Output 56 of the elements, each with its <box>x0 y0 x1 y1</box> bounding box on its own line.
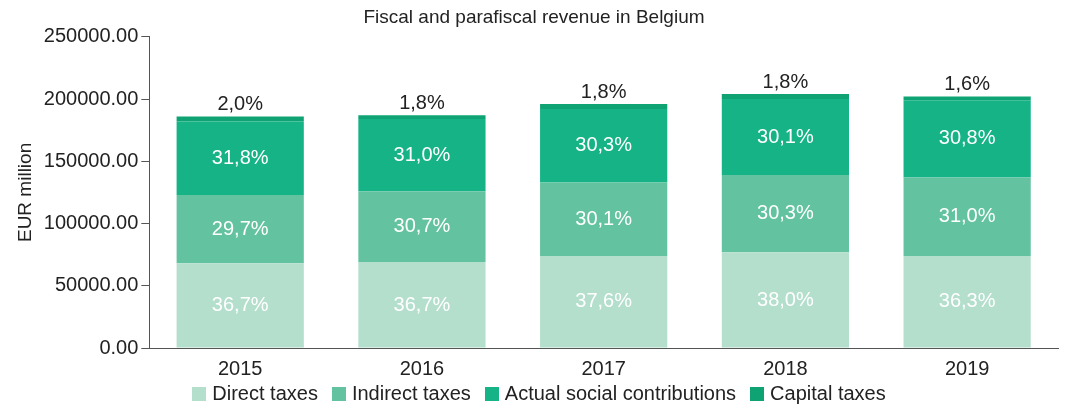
annotation: 36,7% <box>393 292 451 315</box>
legend-label: Direct taxes <box>212 382 318 405</box>
annotation: 30,3% <box>575 133 633 156</box>
y-tick-label: 100000.00 <box>43 211 139 234</box>
annotation: 30,7% <box>393 214 451 237</box>
annotation: 36,7% <box>211 293 269 316</box>
bar <box>358 118 486 192</box>
annotation: 37,6% <box>575 289 633 312</box>
annotation: 1,8% <box>399 90 445 113</box>
annotation: 30,8% <box>938 126 996 149</box>
bar <box>358 191 486 263</box>
bar <box>721 94 850 100</box>
y-tick-label: 0.00 <box>99 335 139 358</box>
annotation: 2,0% <box>217 91 264 114</box>
annotation: 1,8% <box>580 79 627 102</box>
annotation: 29,7% <box>211 216 269 239</box>
bar <box>540 182 668 256</box>
bar <box>176 116 304 122</box>
annotation: 31,0% <box>393 142 451 165</box>
bar <box>903 100 1031 178</box>
x-tick-label: 2015 <box>217 356 263 379</box>
bar <box>176 194 304 264</box>
annotation: 31,8% <box>211 145 269 168</box>
annotation: 1,6% <box>944 72 991 95</box>
bar <box>358 262 486 348</box>
legend-label: Indirect taxes <box>351 382 471 405</box>
x-tick-label: 2017 <box>581 356 626 379</box>
bar <box>176 263 304 348</box>
y-tick-label: 250000.00 <box>43 24 139 47</box>
x-tick-label: 2018 <box>763 356 808 379</box>
legend-label: Actual social contributions <box>504 382 737 405</box>
annotation: 36,3% <box>938 289 996 312</box>
annotation: 1,8% <box>762 69 809 92</box>
x-tick-label: 2016 <box>399 356 445 379</box>
bar <box>903 255 1031 348</box>
bar <box>176 121 304 195</box>
bar <box>721 252 850 348</box>
bar <box>540 104 668 109</box>
annotation: 30,1% <box>757 124 814 147</box>
bar <box>358 115 486 119</box>
bar <box>540 255 668 348</box>
chart-title: Fiscal and parafiscal revenue in Belgium <box>363 5 705 27</box>
legend-label: Capital taxes <box>770 382 886 405</box>
annotation: 30,3% <box>757 201 814 224</box>
y-axis-title: EUR million <box>13 142 35 243</box>
annotation: 31,0% <box>938 204 996 227</box>
bar <box>721 99 850 175</box>
bar <box>540 109 668 183</box>
bar <box>721 174 850 253</box>
y-tick-label: 150000.00 <box>43 148 139 171</box>
x-tick-label: 2019 <box>944 356 990 379</box>
bar <box>903 177 1031 256</box>
y-tick-label: 50000.00 <box>54 273 139 296</box>
y-tick-label: 200000.00 <box>43 86 139 109</box>
annotation: 30,1% <box>575 206 633 229</box>
annotation: 38,0% <box>757 287 814 310</box>
